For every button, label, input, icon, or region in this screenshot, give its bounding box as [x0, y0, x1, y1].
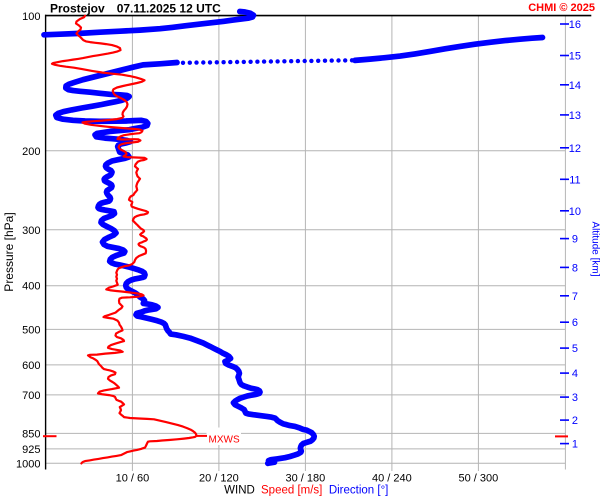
svg-text:8: 8	[572, 262, 578, 274]
svg-text:3: 3	[572, 392, 578, 404]
svg-text:400: 400	[22, 281, 40, 293]
svg-text:Altitude [km]: Altitude [km]	[589, 221, 600, 276]
svg-text:16: 16	[569, 19, 581, 31]
svg-text:WIND: WIND	[224, 485, 255, 497]
svg-text:2: 2	[572, 415, 578, 427]
svg-text:925: 925	[22, 444, 40, 456]
svg-text:20 / 120: 20 / 120	[199, 473, 239, 485]
svg-text:MXWS: MXWS	[209, 434, 240, 445]
svg-text:200: 200	[22, 146, 40, 158]
svg-text:CHMI © 2025: CHMI © 2025	[528, 2, 595, 14]
svg-text:Direction [°]: Direction [°]	[329, 485, 389, 497]
svg-text:50 / 300: 50 / 300	[459, 473, 499, 485]
svg-text:Pressure [hPa]: Pressure [hPa]	[2, 212, 16, 291]
svg-text:15: 15	[569, 51, 581, 63]
svg-text:1: 1	[572, 439, 578, 451]
svg-text:700: 700	[22, 390, 40, 402]
svg-text:10 / 60: 10 / 60	[116, 473, 150, 485]
svg-text:7: 7	[572, 291, 578, 303]
svg-text:850: 850	[22, 428, 40, 440]
svg-text:40 / 240: 40 / 240	[372, 473, 412, 485]
svg-text:100: 100	[22, 11, 40, 23]
svg-text:9: 9	[572, 234, 578, 246]
svg-text:13: 13	[569, 110, 581, 122]
svg-text:12: 12	[569, 143, 581, 155]
svg-text:1000: 1000	[16, 458, 40, 470]
svg-text:30 / 180: 30 / 180	[286, 473, 326, 485]
svg-text:10: 10	[569, 206, 581, 218]
svg-text:4: 4	[572, 368, 578, 380]
svg-text:11: 11	[569, 174, 580, 186]
svg-text:6: 6	[572, 317, 578, 329]
svg-text:300: 300	[22, 225, 40, 237]
svg-text:5: 5	[572, 343, 578, 355]
svg-text:600: 600	[22, 360, 40, 372]
svg-text:Speed [m/s]: Speed [m/s]	[261, 485, 322, 497]
svg-text:14: 14	[569, 80, 581, 92]
svg-text:500: 500	[22, 324, 40, 336]
